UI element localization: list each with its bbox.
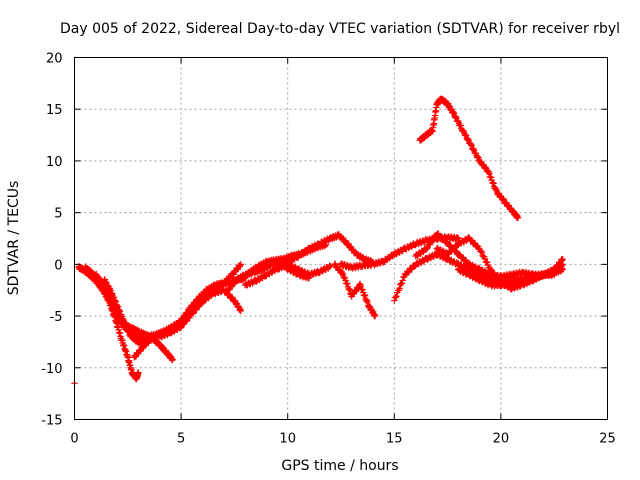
data-point — [490, 180, 497, 187]
y-tick-label: -10 — [41, 362, 62, 377]
data-point — [346, 286, 354, 294]
x-tick-label: 10 — [279, 432, 296, 447]
y-axis-label: SDTVAR / TECUs — [6, 181, 22, 296]
data-point — [396, 285, 403, 292]
series-track-18 — [416, 95, 522, 222]
y-tick-label: 0 — [54, 258, 62, 273]
data-point — [467, 141, 475, 148]
data-point — [189, 309, 196, 316]
data-point — [364, 298, 371, 306]
series-track-1 — [75, 263, 142, 383]
data-point — [359, 286, 366, 293]
plot-frame — [74, 57, 608, 420]
data-point — [346, 285, 353, 292]
x-tick-label: 15 — [386, 432, 403, 447]
data-point — [474, 153, 481, 161]
data-point — [469, 146, 477, 153]
y-tick-label: 10 — [46, 155, 63, 170]
data-point — [237, 261, 244, 268]
data-point — [392, 293, 400, 301]
data-point — [464, 135, 472, 143]
data-point — [429, 236, 437, 244]
data-point — [169, 356, 176, 363]
data-point — [450, 110, 458, 117]
data-point — [489, 179, 497, 186]
data-point — [339, 270, 347, 278]
data-point — [459, 254, 467, 261]
y-tick-label: -5 — [50, 310, 63, 325]
data-point — [481, 255, 489, 262]
data-point — [452, 114, 459, 121]
data-point — [487, 266, 494, 274]
data-point — [492, 186, 500, 193]
data-point — [327, 263, 334, 270]
data-point — [326, 262, 333, 269]
data-point — [514, 214, 522, 222]
data-point — [478, 249, 486, 256]
data-point — [444, 239, 451, 246]
data-point — [399, 277, 406, 284]
data-point — [486, 170, 493, 177]
x-axis-label: GPS time / hours — [281, 458, 398, 474]
data-point — [457, 122, 464, 129]
data-point — [371, 312, 379, 320]
data-point — [445, 251, 452, 258]
series-track-17 — [455, 261, 566, 290]
data-point — [357, 282, 364, 290]
data-point — [237, 307, 244, 315]
data-point — [454, 234, 461, 241]
x-tick-label: 5 — [177, 432, 185, 447]
data-point — [135, 369, 142, 377]
data-point — [397, 281, 404, 288]
data-point — [483, 259, 491, 266]
y-tick-label: 20 — [46, 52, 63, 67]
y-tick-label: 5 — [54, 207, 62, 222]
data-point — [423, 244, 430, 252]
x-tick-label: 20 — [493, 432, 510, 447]
data-point — [183, 318, 190, 325]
data-point — [344, 280, 351, 288]
data-point — [474, 242, 481, 249]
data-point — [464, 136, 471, 143]
series-track-13 — [337, 233, 462, 272]
data-point — [462, 132, 470, 139]
axis-ticks: 0 5 10 15 20 25 -15 -10 -5 0 5 10 15 20 — [41, 52, 616, 447]
data-point — [559, 261, 566, 268]
data-point — [391, 297, 398, 304]
series-track-6 — [135, 261, 244, 346]
x-tick-label: 25 — [599, 432, 616, 447]
series-track-7 — [156, 285, 244, 341]
data-point — [493, 273, 500, 280]
data-point — [393, 292, 400, 300]
data-point — [402, 271, 409, 279]
data-points — [71, 95, 566, 387]
y-tick-label: 15 — [46, 103, 63, 118]
data-point — [452, 113, 460, 120]
x-tick-label: 0 — [70, 432, 78, 447]
data-point — [361, 292, 369, 299]
data-point — [398, 280, 406, 287]
y-tick-label: -15 — [41, 414, 62, 429]
data-point — [477, 247, 485, 255]
data-point — [475, 154, 482, 161]
series-track-12 — [331, 260, 379, 320]
data-point — [342, 277, 349, 284]
chart-title: Day 005 of 2022, Sidereal Day-to-day VTE… — [60, 21, 620, 37]
data-point — [465, 234, 473, 241]
data-point — [455, 235, 462, 242]
data-point — [195, 303, 202, 310]
data-point — [361, 291, 368, 299]
